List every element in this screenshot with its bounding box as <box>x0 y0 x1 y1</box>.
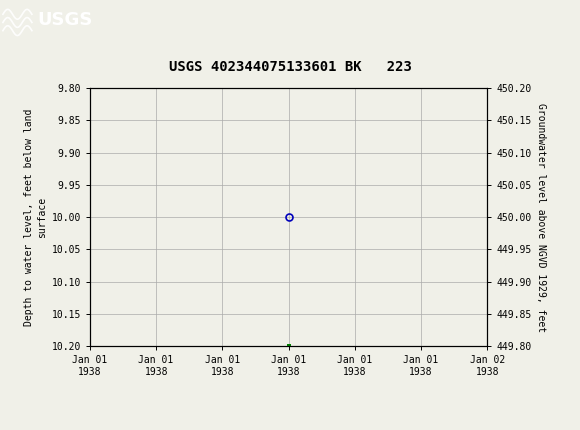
Text: USGS 402344075133601 BK   223: USGS 402344075133601 BK 223 <box>169 60 411 74</box>
Y-axis label: Groundwater level above NGVD 1929, feet: Groundwater level above NGVD 1929, feet <box>536 103 546 332</box>
Y-axis label: Depth to water level, feet below land
surface: Depth to water level, feet below land su… <box>24 108 48 326</box>
Text: USGS: USGS <box>38 12 93 29</box>
